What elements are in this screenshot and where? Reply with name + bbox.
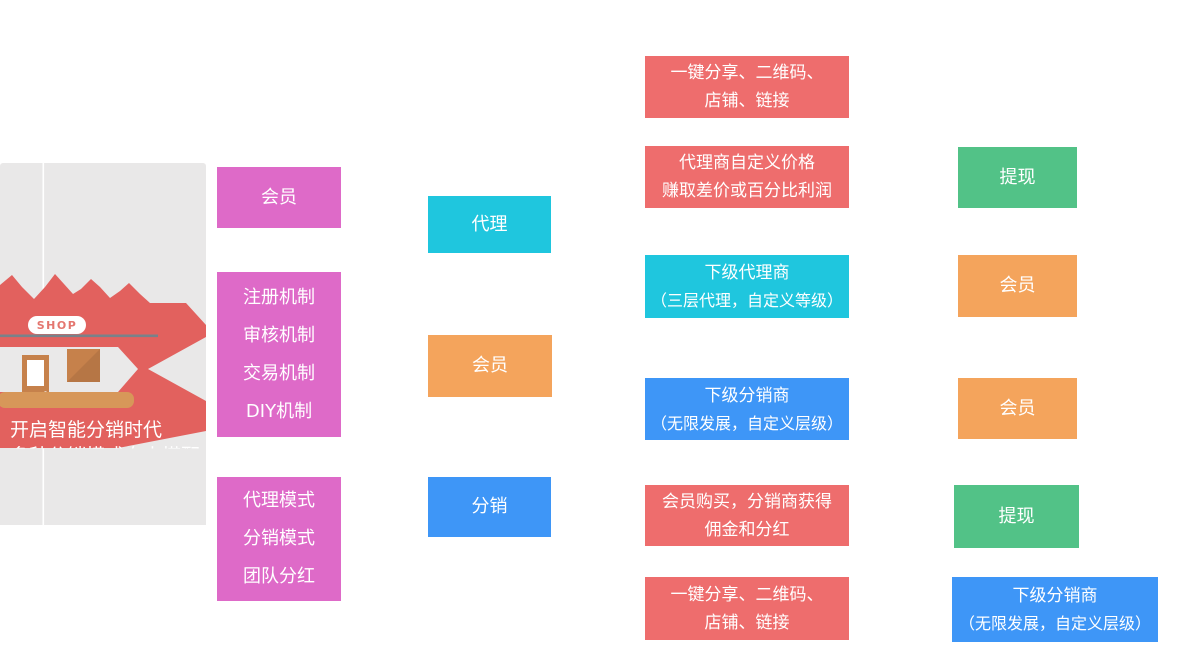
node-sub-agent: 下级代理商 （三层代理，自定义等级） (645, 255, 849, 318)
node-distribution: 分销 (428, 477, 551, 537)
mechanism-line: 审核机制 (243, 324, 315, 346)
node-label: 会员 (261, 186, 297, 208)
node-withdraw-bottom: 提现 (954, 485, 1079, 548)
node-withdraw-top: 提现 (958, 147, 1077, 208)
node-feature-commission: 会员购买，分销商获得 佣金和分红 (645, 485, 849, 546)
node-label: 代理 (471, 213, 508, 235)
node-sub-distributor-result: 下级分销商 （无限发展，自定义层级） (952, 577, 1158, 642)
shop-sign-pill (28, 316, 86, 334)
shop-platform (0, 392, 134, 408)
node-label: 会员 (999, 397, 1036, 419)
feature-line: 一键分享、二维码、 (670, 63, 824, 83)
shop-window-shade (67, 349, 100, 382)
feature-line: 赚取差价或百分比利润 (662, 181, 832, 201)
shop-tagline: 开启智能分销时代 (10, 419, 162, 441)
node-sub-distributor: 下级分销商 （无限发展，自定义层级） (645, 378, 849, 440)
node-label: 分销 (471, 496, 508, 517)
node-line: （无限发展，自定义层级） (958, 614, 1151, 633)
node-label: 会员 (472, 355, 508, 376)
node-member-pink: 会员 (217, 167, 341, 228)
node-label: 提现 (998, 505, 1035, 527)
shop-sign-label: SHOP (37, 319, 78, 332)
shop-illustration: 多种分销模式自由搭配 SHOP 开启智能分销时代 (0, 163, 206, 525)
feature-line: 下级分销商 (704, 385, 790, 406)
node-member-result-2: 会员 (958, 378, 1077, 439)
node-label: 会员 (999, 275, 1036, 296)
node-mechanisms: 注册机制 审核机制 交易机制 DIY机制 (217, 272, 341, 437)
node-feature-share-top: 一键分享、二维码、 店铺、链接 (645, 56, 849, 118)
feature-line: 会员购买，分销商获得 (662, 491, 832, 512)
mechanism-line: 交易机制 (243, 362, 315, 384)
feature-line: 一键分享、二维码、 (670, 584, 824, 605)
node-member-result-1: 会员 (958, 255, 1077, 317)
shop-window (67, 349, 100, 382)
mechanism-line: DIY机制 (245, 400, 313, 422)
feature-line: 佣金和分红 (704, 519, 790, 540)
mechanism-line: 注册机制 (243, 286, 315, 308)
feature-line: （三层代理，自定义等级） (650, 291, 843, 310)
feature-line: 店铺、链接 (704, 91, 790, 111)
mode-line: 分销模式 (243, 528, 315, 549)
feature-line: 下级代理商 (704, 263, 790, 283)
mode-line: 代理模式 (243, 490, 315, 511)
mode-line: 团队分红 (243, 566, 315, 587)
wall-seam-line-lower (42, 449, 45, 525)
awning-bar (0, 334, 158, 338)
node-modes: 代理模式 分销模式 团队分红 (217, 477, 341, 601)
feature-line: 店铺、链接 (704, 612, 790, 633)
node-feature-agent-pricing: 代理商自定义价格 赚取差价或百分比利润 (645, 146, 849, 208)
shop-door-panel (27, 360, 44, 386)
banner-bottom-mask (0, 448, 206, 525)
feature-line: 代理商自定义价格 (679, 153, 815, 173)
node-line: 下级分销商 (1012, 586, 1098, 606)
node-agent: 代理 (428, 196, 551, 253)
feature-line: （无限发展，自定义层级） (650, 413, 843, 433)
node-feature-share-bottom: 一键分享、二维码、 店铺、链接 (645, 577, 849, 640)
node-label: 提现 (999, 166, 1036, 188)
node-member-orange: 会员 (428, 335, 552, 397)
